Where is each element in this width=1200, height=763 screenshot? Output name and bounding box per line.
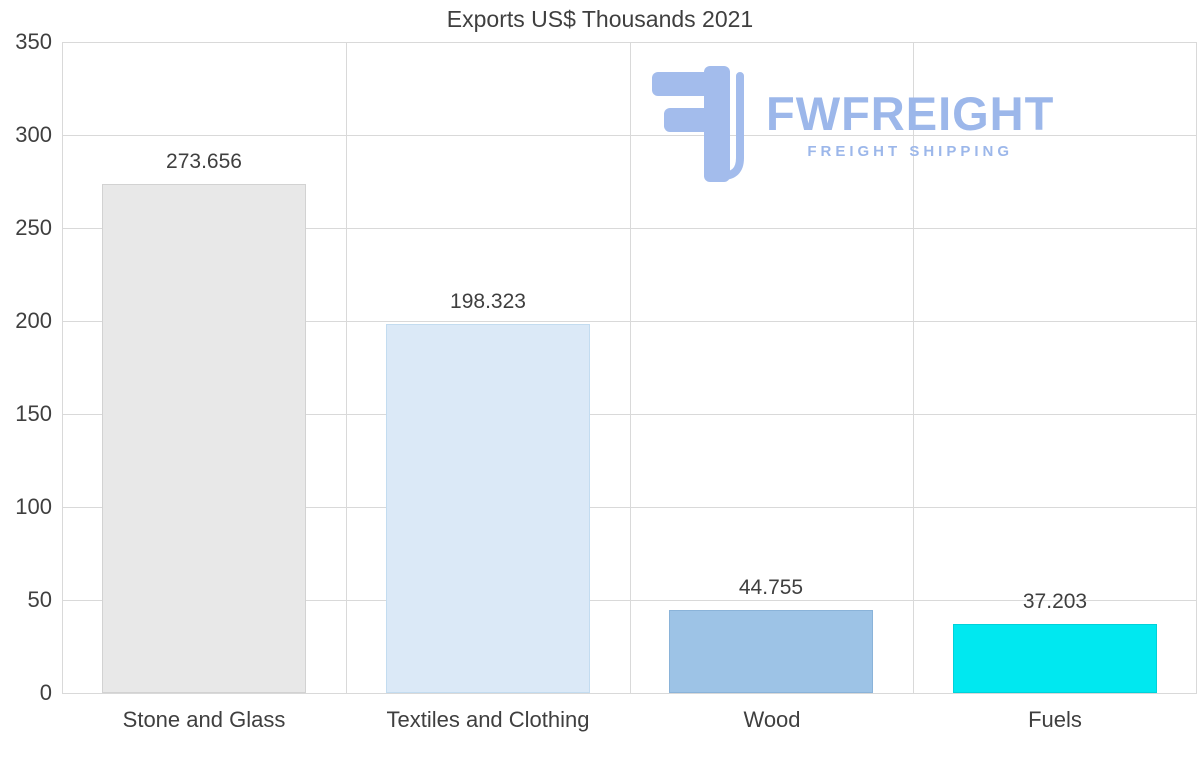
x-category-label-wood: Wood [743,707,801,732]
gridline-x-2 [630,42,631,693]
bar-fuels [953,624,1157,693]
gridline-y-300 [62,135,1197,136]
x-category-label-fuels: Fuels [1028,707,1082,732]
x-category-label-stone-and-glass: Stone and Glass [122,707,286,732]
gridline-y-200 [62,321,1197,322]
bar-wood [669,610,873,693]
fwfreight-watermark: FWFREIGHT FREIGHT SHIPPING [646,64,1054,184]
bar-value-label-wood: 44.755 [738,576,804,599]
bar-value-label-textiles-and-clothing: 198.323 [450,290,526,313]
y-tick-label-200: 200 [15,308,52,333]
gridline-x-4 [1196,42,1197,693]
y-tick-label-50: 50 [27,587,52,612]
gridline-y-150 [62,414,1197,415]
gridline-y-350 [62,42,1197,43]
chart-title: Exports US$ Thousands 2021 [446,6,754,32]
y-tick-label-0: 0 [39,680,52,705]
fwfreight-logo-icon [652,66,744,182]
y-tick-label-150: 150 [15,401,52,426]
watermark-tagline-text: FREIGHT SHIPPING [807,142,1014,160]
watermark-text-block: FWFREIGHT FREIGHT SHIPPING [766,86,1055,160]
y-tick-label-100: 100 [15,494,52,519]
bar-textiles-and-clothing [386,324,590,693]
bar-value-label-fuels: 37.203 [1022,590,1088,613]
y-tick-label-350: 350 [15,29,52,54]
bar-stone-and-glass [102,184,306,693]
y-tick-label-250: 250 [15,215,52,240]
bar-value-label-stone-and-glass: 273.656 [166,150,242,173]
watermark-brand-text: FWFREIGHT [766,86,1055,140]
gridline-y-50 [62,600,1197,601]
y-tick-label-300: 300 [15,122,52,147]
x-category-label-textiles-and-clothing: Textiles and Clothing [386,707,590,732]
gridline-x-1 [346,42,347,693]
gridline-y-250 [62,228,1197,229]
gridline-x-3 [913,42,914,693]
plot-area: 273.656 198.323 44.755 37.203 [62,42,1197,694]
gridline-x-0 [62,42,63,693]
gridline-y-0 [62,693,1197,694]
gridline-y-100 [62,507,1197,508]
